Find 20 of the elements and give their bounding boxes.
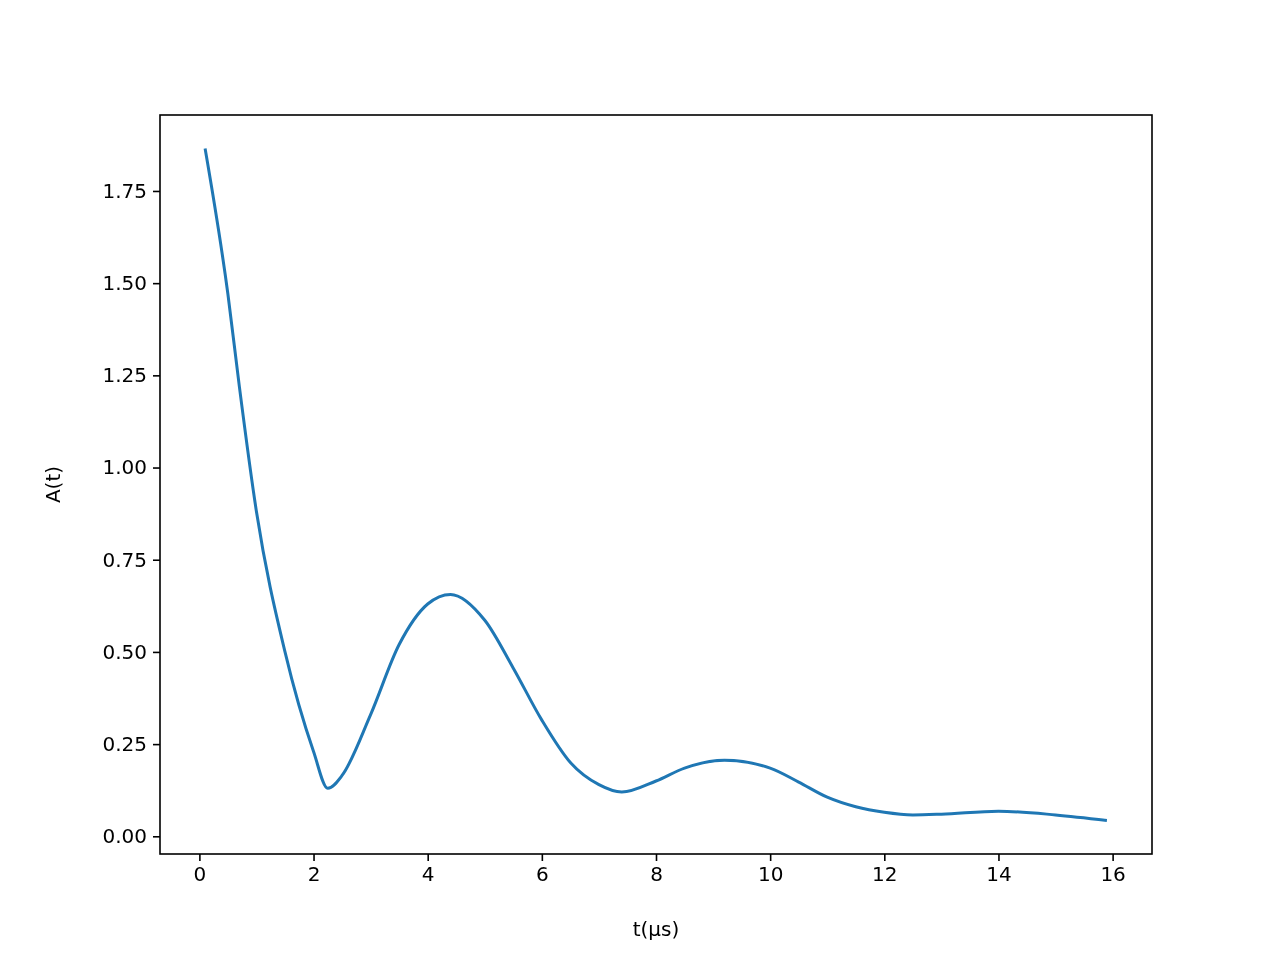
y-tick-label: 0.25 [102,732,147,757]
x-tick-label: 16 [1100,862,1126,887]
line-series [203,147,1109,822]
y-axis-title: A(t) [41,465,65,504]
y-tick-label: 1.25 [102,363,147,388]
y-tick-label: 1.75 [102,178,147,203]
x-tick-label: 14 [986,862,1012,887]
x-tick-label: 0 [193,862,207,887]
y-tick-label: 1.00 [102,455,147,480]
x-tick-label: 4 [421,862,435,887]
x-tick-label: 10 [757,862,784,887]
x-tick-label: 12 [872,862,898,887]
y-tick-label: 1.50 [102,271,147,296]
x-axis-title: t(μs) [632,917,680,941]
y-tick-label: 0.75 [102,547,147,572]
y-tick-label: 0.50 [102,639,147,664]
x-tick-label: 6 [535,862,549,887]
x-tick-label: 2 [307,862,321,887]
y-tick-label: 0.00 [102,824,147,849]
x-tick-label: 8 [650,862,663,887]
